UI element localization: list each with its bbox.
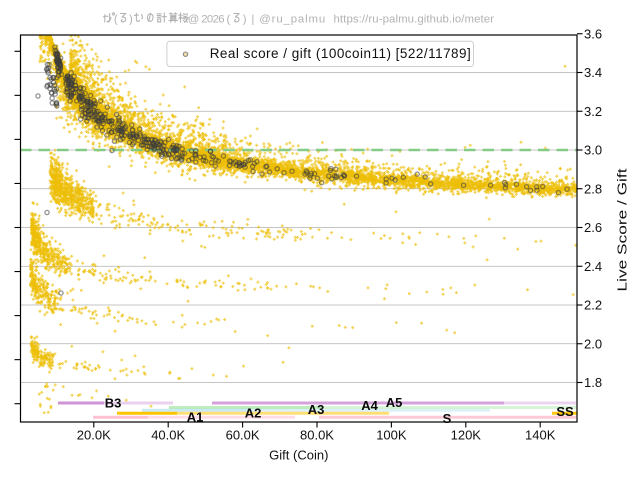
svg-text:@ 2026 (: @ 2026 ( [188,13,231,25]
svg-text:3.6: 3.6 [584,26,602,41]
svg-text:2.4: 2.4 [584,259,602,274]
svg-text:2.6: 2.6 [584,220,602,235]
svg-text:B3: B3 [105,395,122,410]
svg-text:A3: A3 [308,402,325,417]
svg-text:80.0K: 80.0K [300,428,334,443]
svg-text:https://ru-palmu.github.io/met: https://ru-palmu.github.io/meter [334,13,495,25]
svg-text:3.4: 3.4 [584,65,602,80]
svg-text:Real score / gift (100coin11): Real score / gift (100coin11) [522/11789… [210,46,472,61]
svg-text:1.8: 1.8 [584,375,602,390]
svg-text:140K: 140K [525,428,556,443]
svg-text:): ) [129,13,133,25]
svg-text:3.2: 3.2 [584,104,602,119]
svg-text:S: S [443,411,452,426]
svg-text:A4: A4 [361,398,378,413]
svg-text:40.0K: 40.0K [151,428,185,443]
svg-text:20.0K: 20.0K [77,428,111,443]
svg-text:3.0: 3.0 [584,143,602,158]
svg-text:2.2: 2.2 [584,298,602,313]
svg-text:Live Score / Gift: Live Score / Gift [615,168,630,292]
svg-text:) | @ru_palmu: ) | @ru_palmu [243,13,326,25]
svg-text:60.0K: 60.0K [226,428,260,443]
svg-text:2.0: 2.0 [584,336,602,351]
svg-text:A2: A2 [245,406,262,421]
svg-text:A1: A1 [187,410,204,425]
svg-text:120K: 120K [451,428,482,443]
svg-text:SS: SS [556,404,574,419]
svg-text:(: ( [114,13,118,25]
svg-text:A5: A5 [386,395,403,410]
svg-text:Gift (Coin): Gift (Coin) [269,448,328,463]
svg-text:100K: 100K [376,428,407,443]
svg-text:2.8: 2.8 [584,181,602,196]
